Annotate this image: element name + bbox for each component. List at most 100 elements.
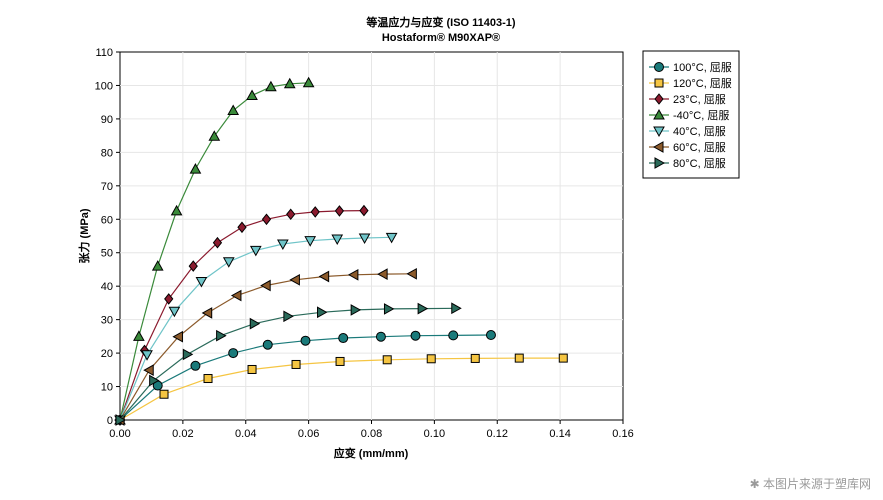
- data-point: [115, 414, 127, 426]
- series-layer: [113, 76, 568, 427]
- data-point: [265, 80, 277, 92]
- y-axis-title: 张力 (MPa): [77, 208, 91, 263]
- data-point: [385, 232, 398, 244]
- data-point: [448, 330, 459, 341]
- data-point: [300, 335, 311, 346]
- legend-item: 23°C, 屈服: [649, 93, 726, 106]
- data-point: [201, 307, 213, 319]
- data-point: [382, 355, 392, 365]
- y-tick-label: 90: [101, 114, 113, 126]
- data-point: [247, 364, 257, 374]
- series: [115, 353, 568, 425]
- x-tick-label: 0.08: [361, 428, 382, 440]
- data-point: [212, 236, 223, 249]
- legend-label: 120°C, 屈服: [673, 77, 732, 90]
- data-point: [260, 279, 271, 292]
- x-tick-label: 0.00: [109, 428, 130, 440]
- data-point: [216, 329, 227, 342]
- data-point: [151, 260, 164, 271]
- data-point: [334, 205, 345, 217]
- data-point: [375, 331, 386, 342]
- data-point: [149, 374, 160, 387]
- x-tick-label: 0.04: [235, 428, 256, 440]
- y-tick-label: 80: [101, 147, 113, 159]
- data-point: [283, 77, 296, 89]
- legend-item: 60°C, 屈服: [649, 141, 726, 154]
- y-tick-label: 0: [107, 415, 113, 427]
- data-point: [228, 348, 239, 359]
- legend-marker: [654, 157, 666, 169]
- data-point: [558, 353, 568, 363]
- legend-marker: [652, 141, 664, 153]
- x-axis-title: 应变 (mm/mm): [334, 446, 409, 460]
- series: [115, 302, 462, 426]
- data-point: [262, 339, 273, 350]
- series: [115, 204, 369, 426]
- legend-marker: [654, 62, 664, 72]
- data-point: [249, 245, 262, 257]
- legend: 100°C, 屈服 120°C, 屈服 23°C, 屈服 -40°C, 屈服 40°C,…: [642, 50, 740, 179]
- watermark: ✱ 本图片来源于塑库网: [750, 475, 871, 492]
- data-point: [317, 306, 328, 319]
- data-point: [195, 276, 208, 288]
- data-point: [168, 306, 181, 318]
- watermark-text: 本图片来源于塑库网: [762, 477, 871, 491]
- y-tick-label: 40: [101, 281, 113, 293]
- data-point: [141, 350, 153, 361]
- x-axis-ticks: 0.00 0.02 0.04 0.06 0.08 0.10 0.12 0.14 0.16: [109, 420, 634, 440]
- data-point: [261, 213, 272, 226]
- chart-subtitle: Hostaform® M90XAP®: [382, 32, 500, 44]
- y-tick-label: 70: [101, 181, 113, 193]
- data-point: [318, 270, 330, 283]
- data-point: [172, 330, 183, 343]
- data-point: [143, 364, 154, 377]
- data-point: [276, 239, 289, 251]
- snowflake-icon: ✱: [749, 477, 760, 491]
- legend-marker: [654, 93, 664, 105]
- legend-item: 40°C, 屈服: [649, 125, 726, 138]
- data-point: [159, 389, 169, 399]
- data-point: [310, 206, 320, 218]
- data-point: [203, 374, 213, 384]
- legend-item: 100°C, 屈服: [649, 61, 732, 74]
- data-point: [291, 359, 301, 369]
- data-point: [302, 76, 315, 88]
- legend-marker: [654, 78, 664, 88]
- legend-label: 23°C, 屈服: [673, 93, 726, 106]
- data-point: [286, 208, 296, 221]
- data-point: [335, 356, 345, 366]
- chart-title: 等温应力与应变 (ISO 11403-1): [365, 15, 515, 29]
- data-point: [451, 302, 462, 315]
- series: [114, 232, 398, 427]
- y-tick-label: 50: [101, 248, 113, 260]
- series: [113, 267, 417, 426]
- data-point: [406, 267, 417, 280]
- data-point: [377, 268, 388, 280]
- x-tick-label: 0.10: [424, 428, 445, 440]
- legend-label: -40°C, 屈服: [673, 109, 729, 122]
- data-point: [208, 130, 221, 141]
- legend-marker: [653, 126, 665, 138]
- data-point: [359, 204, 369, 217]
- data-point: [246, 89, 258, 100]
- x-tick-label: 0.12: [487, 428, 508, 440]
- data-point: [347, 268, 359, 281]
- legend-label: 100°C, 屈服: [673, 61, 732, 74]
- legend-item: -40°C, 屈服: [649, 108, 729, 122]
- x-tick-label: 0.02: [172, 428, 193, 440]
- y-tick-label: 20: [101, 348, 113, 360]
- data-point: [170, 204, 183, 216]
- data-point: [164, 293, 174, 305]
- y-axis-ticks: 0 10 20 30 40 50 60 70 80 90 100 110: [95, 47, 120, 427]
- data-point: [426, 354, 436, 364]
- data-point: [283, 310, 294, 323]
- data-point: [358, 233, 371, 245]
- legend-item: 120°C, 屈服: [649, 77, 732, 90]
- data-point: [189, 163, 202, 174]
- data-point: [470, 353, 480, 363]
- data-point: [383, 303, 395, 315]
- x-tick-label: 0.14: [549, 428, 570, 440]
- legend-label: 80°C, 屈服: [673, 157, 726, 170]
- data-point: [222, 257, 235, 268]
